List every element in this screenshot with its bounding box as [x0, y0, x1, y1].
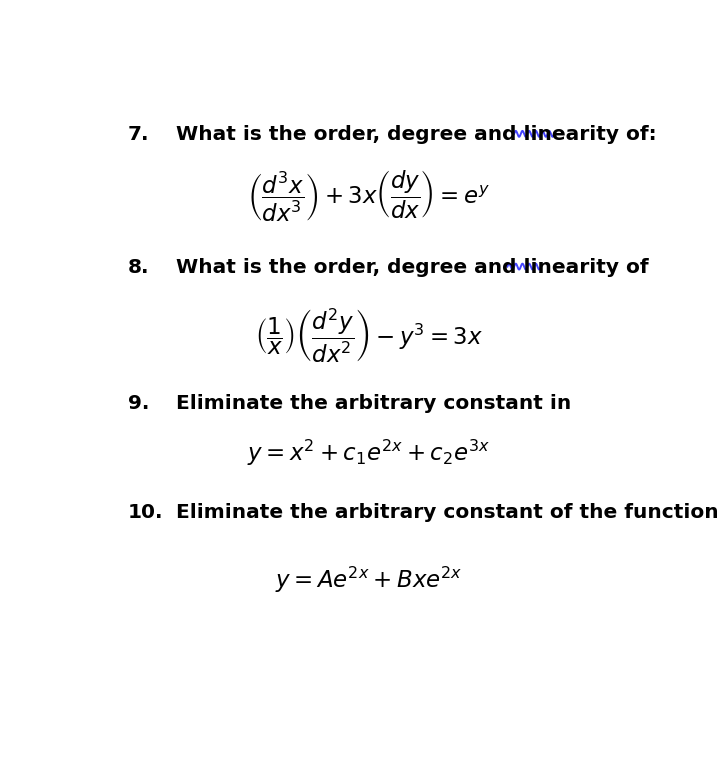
Text: $y = Ae^{2x} + Bxe^{2x}$: $y = Ae^{2x} + Bxe^{2x}$ [275, 565, 463, 595]
Text: $\left(\dfrac{1}{x}\right)\left(\dfrac{d^2y}{dx^2}\right) - y^3 = 3x$: $\left(\dfrac{1}{x}\right)\left(\dfrac{d… [255, 306, 483, 365]
Text: 9.: 9. [128, 394, 149, 412]
Text: Eliminate the arbitrary constant in: Eliminate the arbitrary constant in [176, 394, 572, 412]
Text: 7.: 7. [128, 124, 150, 144]
Text: 10.: 10. [128, 503, 163, 522]
Text: $y = x^2 + c_1e^{2x} + c_2e^{3x}$: $y = x^2 + c_1e^{2x} + c_2e^{3x}$ [248, 438, 490, 468]
Text: $\left(\dfrac{d^3x}{dx^3}\right) + 3x\left(\dfrac{dy}{dx}\right) = e^y$: $\left(\dfrac{d^3x}{dx^3}\right) + 3x\le… [248, 169, 490, 224]
Text: Eliminate the arbitrary constant of the function: Eliminate the arbitrary constant of the … [176, 503, 719, 522]
Text: What is the order, degree and linearity of: What is the order, degree and linearity … [176, 258, 649, 276]
Text: What is the order, degree and linearity of:: What is the order, degree and linearity … [176, 124, 657, 144]
Text: 8.: 8. [128, 258, 150, 276]
